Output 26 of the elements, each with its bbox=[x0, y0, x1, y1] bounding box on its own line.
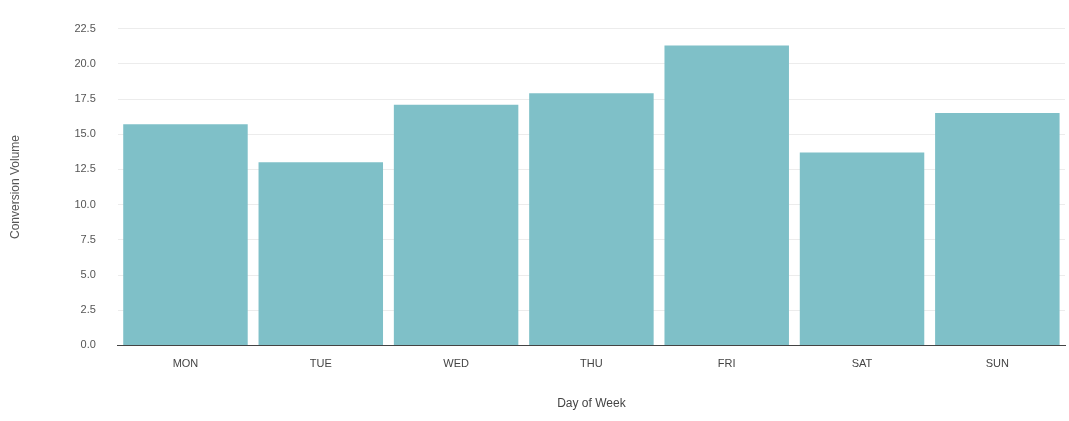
y-tick-label: 15.0 bbox=[74, 127, 96, 140]
x-tick-label: TUE bbox=[309, 357, 332, 370]
x-tick-label: THU bbox=[580, 357, 603, 370]
bar bbox=[529, 93, 654, 345]
y-tick-label: 12.5 bbox=[74, 162, 96, 175]
y-tick-label: 17.5 bbox=[74, 92, 96, 105]
bar bbox=[935, 113, 1060, 345]
y-axis-title: Conversion Volume bbox=[7, 134, 22, 240]
bar bbox=[123, 124, 248, 345]
x-axis-title: Day of Week bbox=[557, 396, 627, 411]
bar bbox=[799, 152, 925, 345]
x-tick-label: FRI bbox=[717, 357, 736, 370]
bar bbox=[664, 45, 789, 345]
y-tick-label: 20.0 bbox=[74, 56, 96, 69]
bar bbox=[393, 104, 519, 345]
y-tick-label: 7.5 bbox=[80, 232, 96, 245]
x-tick-label: SUN bbox=[985, 357, 1010, 370]
y-tick-label: 0.0 bbox=[80, 338, 96, 351]
y-tick-label: 5.0 bbox=[80, 268, 96, 281]
y-tick-label: 2.5 bbox=[80, 303, 96, 316]
x-tick-label: MON bbox=[172, 357, 199, 370]
x-tick-label: SAT bbox=[851, 357, 873, 370]
y-tick-label: 22.5 bbox=[74, 21, 96, 34]
y-tick-label: 10.0 bbox=[74, 197, 96, 210]
bar bbox=[258, 162, 384, 345]
x-tick-label: WED bbox=[443, 357, 469, 370]
